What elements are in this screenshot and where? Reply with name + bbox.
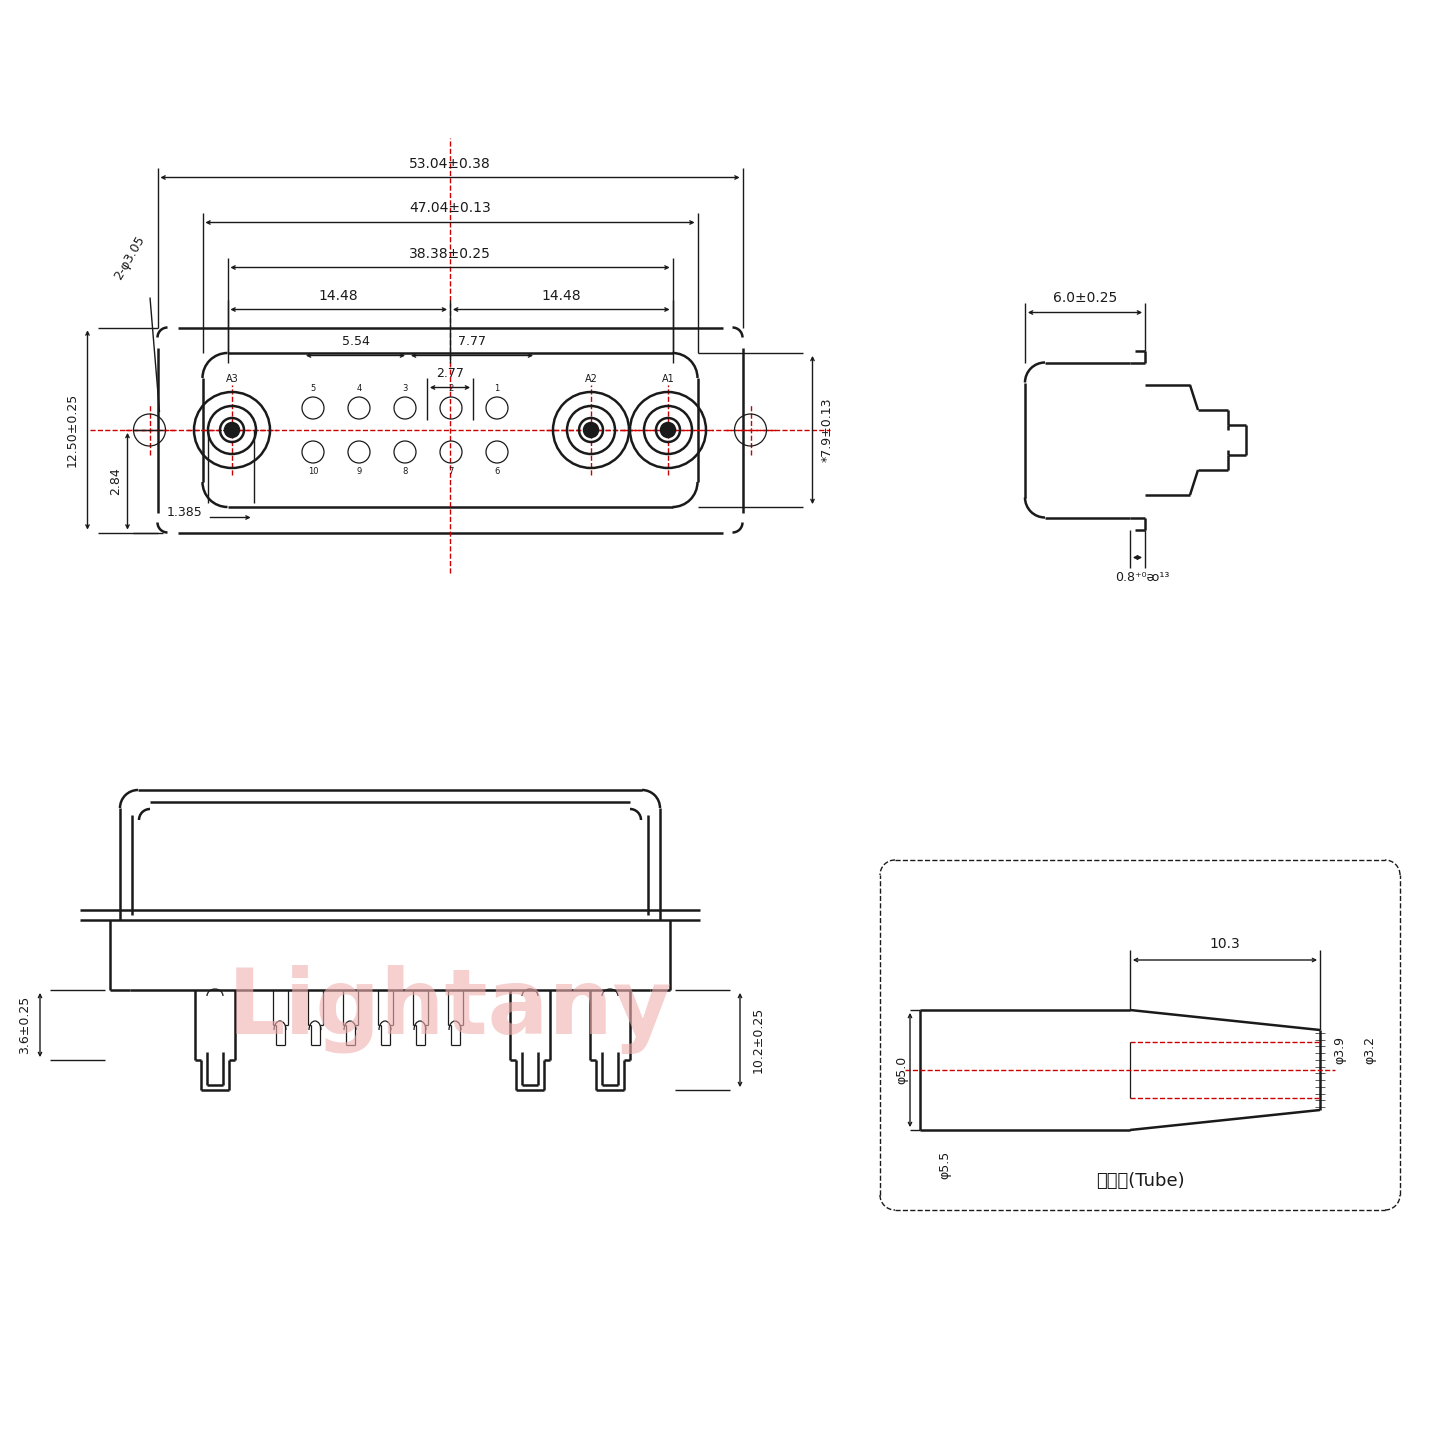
Text: 7.77: 7.77 (458, 336, 487, 348)
Text: Lightany: Lightany (228, 965, 672, 1054)
Text: 屏蔽管(Tube): 屏蔽管(Tube) (1096, 1172, 1184, 1189)
Text: 2.84: 2.84 (109, 468, 122, 495)
Text: 8: 8 (402, 467, 408, 477)
Text: 3: 3 (402, 384, 408, 393)
Text: 12.50±0.25: 12.50±0.25 (66, 393, 79, 467)
Text: φ5.0: φ5.0 (896, 1056, 909, 1084)
Text: A3: A3 (226, 374, 239, 384)
Text: 5: 5 (311, 384, 315, 393)
Text: 53.04±0.38: 53.04±0.38 (409, 157, 491, 170)
Text: 38.38±0.25: 38.38±0.25 (409, 246, 491, 261)
Text: φ3.9: φ3.9 (1333, 1035, 1346, 1064)
Text: 5.54: 5.54 (341, 336, 370, 348)
Text: 10.2±0.25: 10.2±0.25 (752, 1007, 765, 1073)
Circle shape (585, 423, 598, 436)
Text: 2.77: 2.77 (436, 367, 464, 380)
Text: φ5.5: φ5.5 (939, 1151, 952, 1179)
Text: 4: 4 (356, 384, 361, 393)
Text: 2: 2 (448, 384, 454, 393)
Text: 7: 7 (448, 467, 454, 477)
Text: 1: 1 (494, 384, 500, 393)
Text: 0.8⁺⁰ᴔ¹³: 0.8⁺⁰ᴔ¹³ (1116, 572, 1169, 585)
Text: 6: 6 (494, 467, 500, 477)
Text: A1: A1 (661, 374, 674, 384)
Circle shape (225, 423, 239, 436)
Text: 14.48: 14.48 (541, 288, 582, 302)
Text: 3.6±0.25: 3.6±0.25 (19, 996, 32, 1054)
Text: 47.04±0.13: 47.04±0.13 (409, 202, 491, 216)
Text: *7.9±0.13: *7.9±0.13 (821, 397, 834, 462)
Text: 6.0±0.25: 6.0±0.25 (1053, 291, 1117, 305)
Text: A2: A2 (585, 374, 598, 384)
Text: φ3.2: φ3.2 (1364, 1035, 1377, 1064)
Text: 10.3: 10.3 (1210, 937, 1240, 950)
Text: 1.385: 1.385 (167, 505, 203, 518)
Text: 10: 10 (308, 467, 318, 477)
Text: 14.48: 14.48 (318, 288, 359, 302)
Text: 2-φ3.05: 2-φ3.05 (112, 233, 148, 282)
Circle shape (661, 423, 675, 436)
Text: 9: 9 (356, 467, 361, 477)
